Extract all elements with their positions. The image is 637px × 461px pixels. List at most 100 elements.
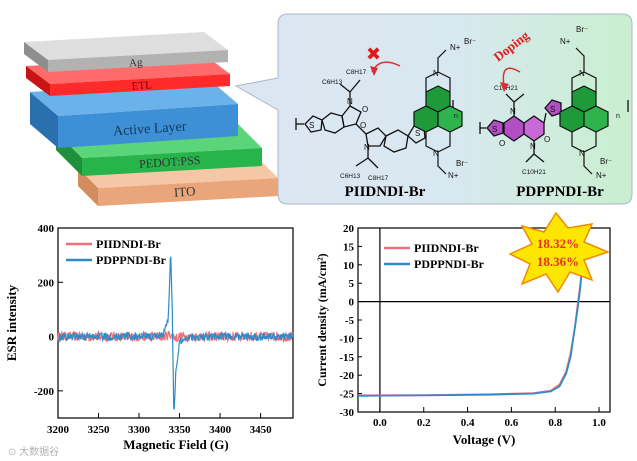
pdppndi-structure [479, 93, 629, 163]
jv-xtick-label: 0.4 [461, 417, 475, 429]
br-label-top-right: Br⁻ [576, 25, 588, 34]
esr-xtick-label: 3300 [128, 424, 151, 436]
thiophene-ring-b [407, 125, 426, 144]
ndi-side-chains-right [575, 47, 593, 175]
jv-ylabel: Current density (mA/cm²) [315, 253, 329, 386]
n-label-b: N [364, 143, 370, 152]
esr-xtick-label: 3400 [209, 424, 232, 436]
jv-ytick-label: 15 [343, 241, 355, 253]
jv-xtick-label: 1.0 [592, 417, 606, 429]
ag-label: Ag [129, 57, 144, 70]
jv-ytick-label: 0 [349, 297, 355, 309]
s-label-b: S [415, 129, 420, 138]
n-label-ndi-bottom: N [433, 149, 439, 158]
jv-ytick-label: -10 [339, 333, 354, 345]
jv-legend-label-piidndi: PIIDNDI-Br [414, 241, 479, 255]
esr-ytick-label: 400 [38, 223, 55, 235]
s-label-a: S [309, 121, 314, 130]
chain-c10-b: C10H21 [522, 169, 546, 176]
ito-layer-front [98, 178, 278, 206]
esr-ylabel: ESR intensity [4, 284, 19, 361]
active-layer-side [30, 92, 58, 148]
esr-chart: 3200 3250 3300 3350 3400 3450 400 200 0 -200 PIID… [4, 223, 294, 452]
jv-xtick-label: 0.6 [505, 417, 519, 429]
ndi-side-chains [437, 49, 447, 175]
watermark: ⊙ 大数据谷 [8, 445, 59, 458]
n-label-dpp-b: N [530, 142, 536, 151]
ag-layer-side [24, 42, 48, 72]
etl-layer-side [26, 66, 50, 96]
pedot-label: PEDOT:PSS [139, 153, 201, 171]
chain-c6-b: C6H13 [340, 173, 361, 180]
doping-arrow [502, 67, 521, 87]
subscript-n-right: n [616, 113, 620, 120]
pdppndi-name: PDPPNDI-Br [516, 184, 604, 200]
o-label-dpp-b: O [544, 135, 550, 144]
o-label-a: O [362, 105, 368, 114]
jv-xlabel: Voltage (V) [453, 432, 516, 447]
jv-ytick-label: 5 [349, 278, 355, 290]
pce-starburst [508, 211, 611, 294]
alkyl-chain-b [355, 146, 379, 169]
chain-c8-a: C8H17 [346, 69, 367, 76]
jv-legend: PIIDNDI-Br PDPPNDI-Br [384, 241, 485, 271]
o-label-dpp-a: O [499, 139, 505, 148]
jv-xtick-label: 0.0 [373, 417, 387, 429]
chain-c6-a: C6H13 [322, 79, 343, 86]
ito-label: ITO [173, 183, 195, 199]
jv-zero-axes [358, 228, 610, 412]
jv-ytick-label: 10 [343, 260, 355, 272]
o-label-b: O [360, 121, 366, 130]
n-label-ndi-bottom-right: N [579, 149, 585, 158]
jv-ytick-label: -25 [339, 389, 354, 401]
esr-series [57, 256, 294, 411]
jv-ticks: 0.0 0.2 0.4 0.6 0.8 1.0 20 15 10 5 0 -5 -10 -15 -20 -25… [339, 223, 606, 429]
esr-ytick-label: 0 [49, 332, 55, 344]
jv-ytick-label: -5 [345, 315, 355, 327]
device-stack: ITO PEDOT:PSS Active Layer ETL Ag [24, 32, 278, 206]
nplus-label-top-right: N+ [560, 37, 571, 46]
piidndi-atom-labels: S S N N O O N N N+ Br⁻ N+ Br⁻ n C8H17 C6… [309, 37, 476, 182]
cross-icon: ✖ [366, 44, 381, 64]
thiophene-purple-b [544, 99, 562, 117]
n-label-dpp-a: N [510, 107, 516, 116]
n-label-ndi-top-right: N [579, 69, 585, 78]
thiophene-ring-a [304, 115, 323, 133]
etl-label: ETL [131, 79, 152, 92]
jv-xtick-label: 0.2 [417, 417, 431, 429]
active-layer-label: Active Layer [113, 119, 188, 139]
isoindigo-lactam-a [341, 105, 362, 128]
s-label-c: S [492, 125, 497, 134]
ito-layer-side [78, 168, 98, 206]
doping-arrow-head [500, 82, 509, 92]
pce-value-b: 18.36% [537, 254, 579, 269]
jv-ytick-label: -20 [339, 370, 354, 382]
subscript-n-left: n [454, 113, 458, 120]
jv-ytick-label: 20 [343, 223, 355, 235]
esr-legend: PIIDNDI-Br PDPPNDI-Br [66, 237, 167, 267]
esr-series-line-pdppndi [57, 256, 294, 411]
alkyl-chain-a [339, 79, 361, 106]
pce-value-a: 18.32% [537, 236, 579, 251]
isoindigo-benzene-b [383, 129, 409, 153]
esr-xtick-label: 3350 [169, 424, 192, 436]
br-label-bottom-right: Br⁻ [600, 157, 612, 166]
esr-xtick-label: 3200 [47, 424, 70, 436]
piidndi-name: PIIDNDI-Br [345, 184, 426, 200]
s-label-d: S [550, 105, 555, 114]
ndi-core-left [413, 49, 463, 175]
active-layer-front [58, 104, 238, 148]
jv-ytick-label: -30 [339, 407, 354, 419]
nplus-label-bottom: N+ [448, 171, 459, 180]
esr-ytick-label: 200 [38, 277, 55, 289]
br-label-bottom: Br⁻ [456, 159, 468, 168]
esr-legend-label-piidndi: PIIDNDI-Br [96, 237, 161, 251]
esr-plot-frame [57, 227, 294, 419]
blocked-arrow-head [370, 66, 378, 76]
ndi-ring-e [559, 105, 585, 133]
isoindigo-double-bond [355, 123, 367, 135]
esr-xtick-label: 3250 [88, 424, 111, 436]
ndi-ring-c [437, 105, 463, 133]
esr-ticks: 3200 3250 3300 3350 3400 3450 400 200 0 -200 [34, 223, 272, 436]
